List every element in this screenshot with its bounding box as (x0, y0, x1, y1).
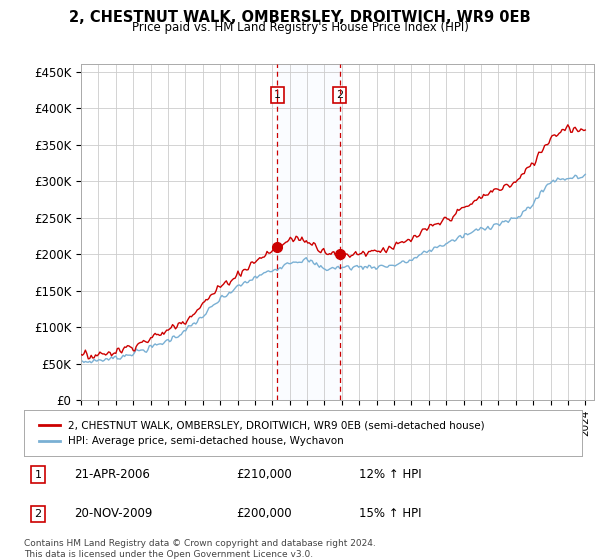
Text: 1: 1 (34, 470, 41, 479)
Text: 1: 1 (274, 90, 281, 100)
Text: 15% ↑ HPI: 15% ↑ HPI (359, 507, 421, 520)
Text: £210,000: £210,000 (236, 468, 292, 481)
Bar (277, 64, 340, 400)
Text: 21-APR-2006: 21-APR-2006 (74, 468, 150, 481)
Text: Price paid vs. HM Land Registry's House Price Index (HPI): Price paid vs. HM Land Registry's House … (131, 21, 469, 34)
Text: 2: 2 (336, 90, 343, 100)
Text: £200,000: £200,000 (236, 507, 292, 520)
Text: Contains HM Land Registry data © Crown copyright and database right 2024.
This d: Contains HM Land Registry data © Crown c… (24, 539, 376, 559)
Legend: 2, CHESTNUT WALK, OMBERSLEY, DROITWICH, WR9 0EB (semi-detached house), HPI: Aver: 2, CHESTNUT WALK, OMBERSLEY, DROITWICH, … (35, 417, 489, 450)
Text: 20-NOV-2009: 20-NOV-2009 (74, 507, 152, 520)
Text: 2: 2 (34, 509, 41, 519)
Text: 12% ↑ HPI: 12% ↑ HPI (359, 468, 421, 481)
Text: 2, CHESTNUT WALK, OMBERSLEY, DROITWICH, WR9 0EB: 2, CHESTNUT WALK, OMBERSLEY, DROITWICH, … (69, 10, 531, 25)
